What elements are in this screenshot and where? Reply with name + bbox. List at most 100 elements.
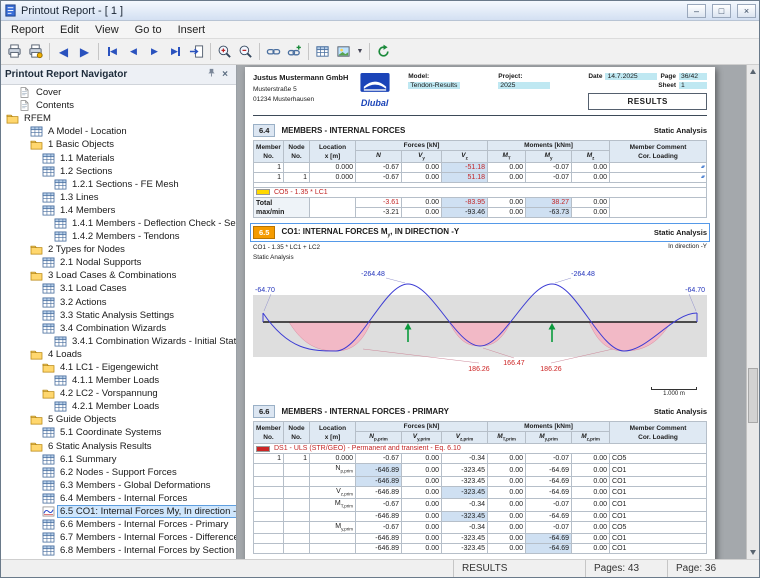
tree-item-1-4-members[interactable]: 1.4 Members [1,204,236,217]
status-page: Page: 36 [667,560,759,577]
tree-item-1-1-materials[interactable]: 1.1 Materials [1,151,236,164]
tree-item-1-4-2-members-tendons[interactable]: 1.4.2 Members - Tendons [1,230,236,243]
tree-item-6-4-members-internal-forces[interactable]: 6.4 Members - Internal Forces [1,492,236,505]
tree-item-3-1-load-cases[interactable]: 3.1 Load Cases [1,282,236,295]
tree-item-1-4-1-members-deflection-check-segments[interactable]: 1.4.1 Members - Deflection Check - Segme… [1,217,236,230]
moment-label: -264.48 [361,271,385,278]
tree-item-4-2-1-member-loads[interactable]: 4.2.1 Member Loads [1,400,236,413]
forward-button[interactable]: ▶ [74,41,95,62]
table-cell [309,197,356,219]
insert-table-button[interactable] [312,41,333,62]
tree-item-6-6-members-internal-forces-primary[interactable]: 6.6 Members - Internal Forces - Primary [1,518,236,531]
menu-edit[interactable]: Edit [60,23,79,36]
tree-item-6-static-analysis-results[interactable]: 6 Static Analysis Results [1,440,236,453]
tree-item-cover[interactable]: Cover [1,86,236,99]
print-button[interactable] [4,41,25,62]
scrollbar-thumb[interactable] [748,368,758,424]
insert-anchor-icon [287,45,301,56]
refresh-button[interactable] [373,41,394,62]
back-button[interactable]: ◀ [53,41,74,62]
tree-item-3-load-cases-combinations[interactable]: 3 Load Cases & Combinations [1,269,236,282]
menu-report[interactable]: Report [11,23,45,36]
menu-insert[interactable]: Insert [177,23,206,36]
row-spin-icon[interactable]: ▴▾ [700,164,705,171]
band-label: CO5 - 1.35 * LC1 [274,189,328,197]
tree-item-3-2-actions[interactable]: 3.2 Actions [1,296,236,309]
zoom-out-button[interactable] [235,41,256,62]
scrollbar-track[interactable] [747,78,759,546]
tree-item-2-1-nodal-supports[interactable]: 2.1 Nodal Supports [1,256,236,269]
table-icon [41,545,56,556]
table-cell [253,533,284,545]
tree-item-1-3-lines[interactable]: 1.3 Lines [1,191,236,204]
tree-item-2-types-for-nodes[interactable]: 2 Types for Nodes [1,243,236,256]
column-subheader: My [525,149,573,164]
menu-go-to[interactable]: Go to [134,23,162,36]
menu-view[interactable]: View [95,23,119,36]
insert-link-button[interactable] [263,41,284,62]
table-cell: 0.00 [401,533,442,545]
tree-item-3-4-combination-wizards[interactable]: 3.4 Combination Wizards [1,322,236,335]
tree-item-1-basic-objects[interactable]: 1 Basic Objects [1,138,236,151]
scroll-up-icon[interactable] [747,65,759,78]
table-row: 1 1 0.000 -0.67 0.00 51.18 0.00 -0.07 0.00 ▴▾ [253,172,707,184]
table-cell: 0.00 [571,453,611,465]
table-cell: 0.00 [571,520,611,535]
table-cell: -51.18 [440,162,489,174]
first-page-icon: ◀ [108,46,117,56]
first-page-button[interactable]: ◀ [102,41,123,62]
table-cell: 0.00 [487,197,527,209]
tree-item-6-3-members-global-deformations[interactable]: 6.3 Members - Global Deformations [1,479,236,492]
tree-item-3-4-1-combination-wizards-initial-state-items[interactable]: 3.4.1 Combination Wizards - Initial Stat… [1,335,236,348]
tree-item-6-7-members-internal-forces-differences[interactable]: 6.7 Members - Internal Forces - Differen… [1,531,236,544]
table-cell: 0.00 [487,475,527,487]
close-button[interactable]: × [737,3,756,18]
print-options-button[interactable] [25,41,46,62]
next-page-button[interactable]: ▶ [144,41,165,62]
row-spin-icon[interactable]: ▴▾ [700,174,705,181]
tree-item-a-model-location[interactable]: A Model - Location [1,125,236,138]
tree-item-label: 4.1 LC1 - Eigengewicht [60,362,159,374]
maximize-button[interactable]: □ [712,3,731,18]
tree-item-contents[interactable]: Contents [1,99,236,112]
scroll-down-icon[interactable] [747,546,759,559]
table-cell: -93.46 [440,207,489,219]
tree-item-4-2-lc2-vorspannung[interactable]: 4.2 LC2 - Vorspannung [1,387,236,400]
zoom-in-button[interactable] [214,41,235,62]
tree-item-5-1-coordinate-systems[interactable]: 5.1 Coordinate Systems [1,426,236,439]
folder-icon [29,244,44,255]
last-page-button[interactable]: ▶ [165,41,186,62]
tree-item-4-loads[interactable]: 4 Loads [1,348,236,361]
moment-label: 186.26 [540,366,562,373]
image-options-button[interactable]: ▼ [354,41,366,62]
tree-item-5-guide-objects[interactable]: 5 Guide Objects [1,413,236,426]
tree-item-4-1-lc1-eigengewicht[interactable]: 4.1 LC1 - Eigengewicht [1,361,236,374]
tree-item-4-1-1-member-loads[interactable]: 4.1.1 Member Loads [1,374,236,387]
tree-item-6-1-summary[interactable]: 6.1 Summary [1,453,236,466]
table-cell: My,prim [309,520,356,535]
tree-item-6-5-co1-internal-forces-my-in-direction-y[interactable]: 6.5 CO1: Internal Forces My, In directio… [1,505,236,519]
tree-item-6-8-members-internal-forces-by-section[interactable]: 6.8 Members - Internal Forces by Section [1,544,236,557]
insert-image-button[interactable] [333,41,354,62]
tree-item-rfem[interactable]: RFEM [1,112,236,125]
preview-scrollbar[interactable] [746,65,759,559]
menubar: Report Edit View Go to Insert [1,21,759,39]
table-cell: -0.07 [525,162,573,174]
sheet-value: 1 [679,82,707,89]
pin-icon[interactable] [204,68,218,82]
tree-item-1-2-1-sections-fe-mesh[interactable]: 1.2.1 Sections - FE Mesh [1,178,236,191]
tree-item-1-2-sections[interactable]: 1.2 Sections [1,165,236,178]
table-cell: -323.45 [440,510,489,522]
insert-anchor-button[interactable] [284,41,305,62]
tree-item-3-3-static-analysis-settings[interactable]: 3.3 Static Analysis Settings [1,309,236,322]
table-icon [41,257,56,268]
zoom-out-icon [239,45,252,58]
tree-item-6-2-nodes-support-forces[interactable]: 6.2 Nodes - Support Forces [1,466,236,479]
table-cell: -646.89 [355,463,402,477]
previous-page-button[interactable]: ◀ [123,41,144,62]
minimize-button[interactable]: – [687,3,706,18]
navigator-close-icon[interactable]: × [222,68,228,80]
table-cell [309,543,356,555]
go-to-page-button[interactable] [186,41,207,62]
tree-item-label: 4.2.1 Member Loads [72,401,160,413]
